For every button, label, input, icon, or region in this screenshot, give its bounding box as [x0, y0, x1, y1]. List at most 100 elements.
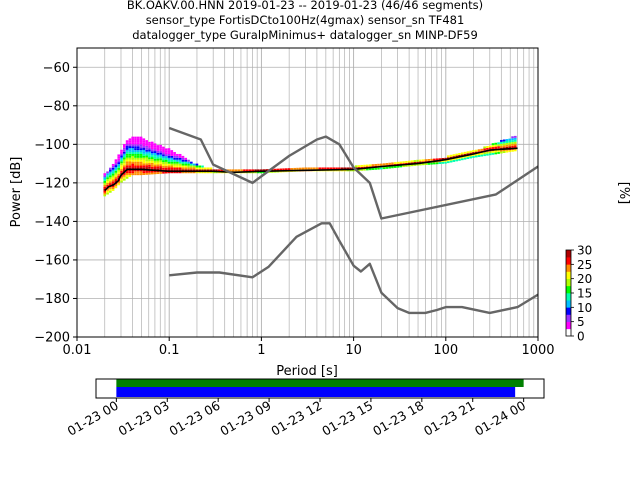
density-cell — [134, 159, 137, 162]
density-cell — [114, 174, 118, 177]
density-cell — [204, 171, 207, 174]
density-cell — [209, 169, 213, 172]
density-cell — [491, 147, 495, 149]
density-cell — [187, 165, 190, 168]
density-cell — [449, 156, 453, 159]
density-cell — [142, 151, 146, 154]
colorbar-swatch — [566, 264, 571, 272]
density-cell — [424, 159, 428, 162]
density-cell — [491, 150, 495, 153]
density-cell — [117, 156, 121, 159]
density-cell — [142, 171, 146, 174]
density-cell — [109, 177, 112, 180]
density-cell — [368, 168, 372, 171]
density-cell — [123, 149, 126, 152]
colorbar-tick-label: 0 — [577, 330, 585, 344]
density-cell — [167, 165, 171, 168]
timeline-tick-label: 01-24 00 — [472, 398, 528, 439]
density-cell — [120, 167, 123, 170]
density-cell — [114, 163, 118, 166]
density-cell — [148, 145, 151, 148]
density-cell — [136, 173, 140, 176]
x-tick-label: 100 — [433, 343, 458, 358]
density-cell — [139, 173, 143, 176]
density-cell — [399, 161, 403, 164]
density-cell — [131, 148, 134, 151]
density-cell — [178, 155, 182, 158]
density-cell — [201, 165, 204, 168]
density-cell — [407, 164, 411, 167]
density-cell — [298, 167, 302, 170]
density-cell — [178, 167, 182, 170]
density-cell — [142, 173, 146, 175]
density-cell — [156, 160, 160, 163]
density-cell — [106, 182, 109, 185]
density-cell — [497, 144, 500, 147]
density-cell — [134, 140, 137, 143]
density-cell — [148, 151, 151, 154]
density-cell — [198, 165, 202, 168]
colorbar-tick-label: 5 — [577, 315, 585, 329]
density-cell — [514, 143, 517, 146]
density-cell — [153, 168, 157, 171]
density-cell — [455, 155, 458, 158]
density-cell — [139, 148, 143, 151]
density-cell — [438, 162, 442, 165]
density-cell — [460, 158, 464, 161]
density-cell — [502, 143, 506, 146]
density-cell — [352, 169, 355, 172]
density-cell — [433, 158, 436, 161]
density-cell — [466, 155, 470, 158]
density-cell — [340, 167, 344, 170]
density-cell — [494, 152, 498, 155]
density-cell — [145, 145, 148, 148]
colorbar-tick-label: 20 — [577, 272, 592, 286]
density-cell — [349, 169, 352, 172]
density-cell — [505, 140, 509, 143]
density-cell — [103, 179, 107, 181]
density-cell — [195, 169, 199, 172]
density-cell — [150, 143, 154, 146]
density-cell — [508, 150, 512, 153]
x-axis-label: Period [s] — [276, 364, 338, 379]
density-cell — [120, 149, 123, 152]
density-cell — [153, 154, 157, 157]
density-cell — [287, 168, 291, 171]
density-cell — [123, 151, 126, 154]
density-cell — [181, 167, 185, 170]
density-cell — [120, 155, 123, 158]
density-cell — [162, 152, 165, 155]
density-cell — [109, 173, 112, 176]
density-cell — [145, 163, 148, 166]
density-cell — [184, 159, 188, 162]
density-cell — [469, 154, 472, 157]
density-cell — [176, 167, 179, 170]
density-cell — [139, 169, 143, 172]
colorbar-label: [%] — [616, 182, 631, 205]
density-cell — [114, 159, 118, 162]
density-cell — [150, 164, 154, 167]
density-cell — [134, 146, 137, 149]
density-cell — [388, 166, 391, 169]
density-cell — [159, 166, 162, 169]
density-cell — [497, 151, 500, 154]
density-cell — [148, 170, 151, 173]
density-cell — [178, 171, 182, 174]
density-cell — [150, 166, 154, 169]
density-cell — [167, 157, 171, 160]
density-cell — [176, 153, 179, 156]
density-cell — [131, 138, 134, 141]
density-cell — [413, 162, 417, 164]
density-cell — [162, 162, 165, 165]
density-cell — [198, 167, 202, 170]
density-cell — [511, 145, 514, 148]
density-cell — [148, 141, 151, 144]
density-cell — [150, 147, 154, 150]
density-cell — [393, 162, 397, 165]
density-cell — [206, 169, 210, 172]
density-cell — [176, 155, 179, 158]
density-cell — [190, 169, 193, 172]
density-cell — [148, 143, 151, 146]
density-cell — [357, 165, 361, 168]
density-cell — [167, 167, 171, 170]
